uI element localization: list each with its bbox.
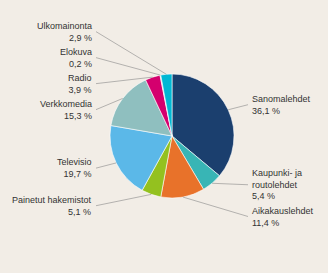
- svg-text:Painetut hakemistot5,1 %: Painetut hakemistot5,1 %: [12, 195, 92, 217]
- svg-text:Aikakauslehdet11,4 %: Aikakauslehdet11,4 %: [252, 206, 314, 228]
- svg-text:Kaupunki- jaroutolehdet5,4 %: Kaupunki- jaroutolehdet5,4 %: [252, 168, 302, 201]
- svg-text:Sanomalehdet36,1 %: Sanomalehdet36,1 %: [252, 94, 311, 116]
- svg-text:Verkkomedia15,3 %: Verkkomedia15,3 %: [40, 99, 92, 121]
- svg-text:Televisio19,7 %: Televisio19,7 %: [57, 157, 92, 179]
- svg-text:Radio3,9 %: Radio3,9 %: [68, 73, 92, 95]
- svg-text:Ulkomainonta2,9 %: Ulkomainonta2,9 %: [37, 21, 92, 43]
- svg-text:Elokuva0,2 %: Elokuva0,2 %: [60, 47, 92, 69]
